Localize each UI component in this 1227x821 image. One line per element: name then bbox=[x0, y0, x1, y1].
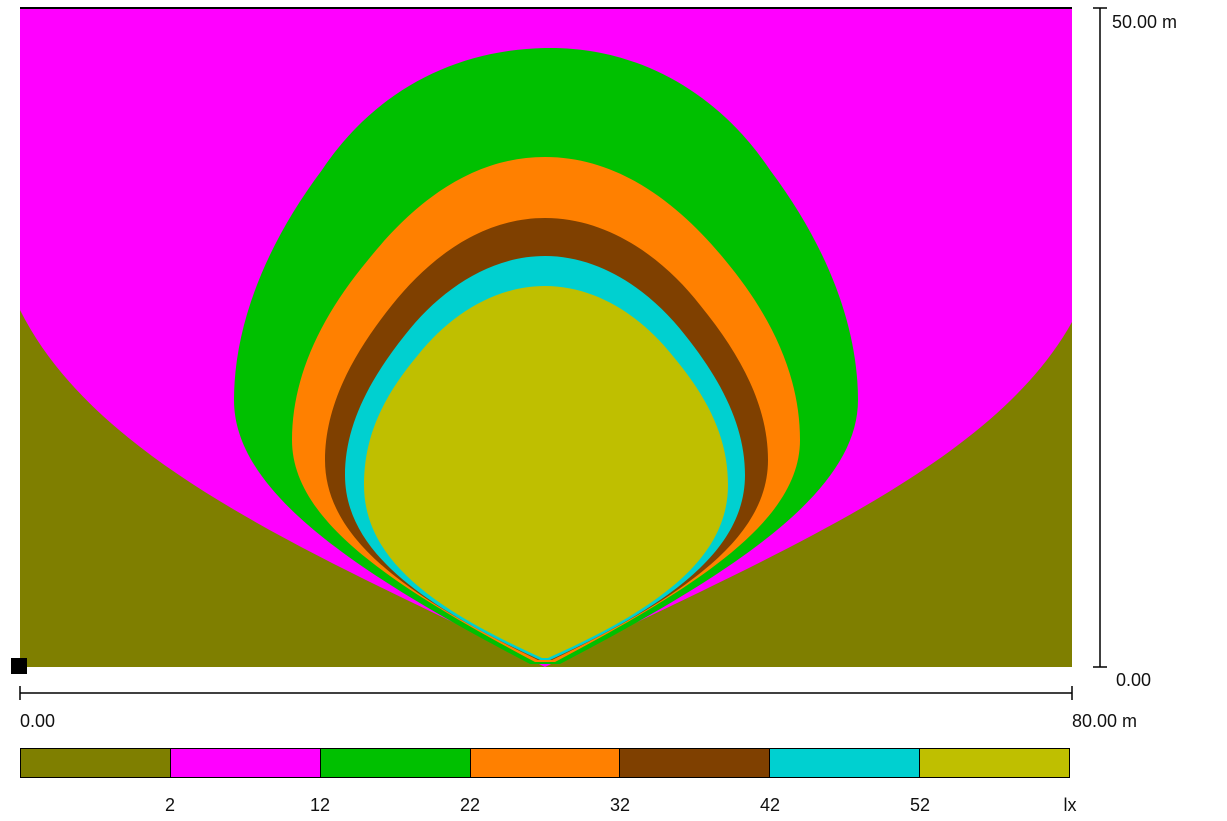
legend-swatch bbox=[320, 749, 471, 777]
legend-swatch bbox=[920, 749, 1070, 777]
legend-tick-label: 42 bbox=[759, 795, 781, 815]
legend-tick-label: 12 bbox=[309, 795, 331, 815]
legend-tick-label: 52 bbox=[909, 795, 931, 815]
legend-swatch bbox=[21, 749, 171, 777]
contour-band-above-52 bbox=[364, 286, 728, 658]
legend-tick-label: 22 bbox=[459, 795, 481, 815]
legend-tick-label: 32 bbox=[609, 795, 631, 815]
color-legend bbox=[20, 748, 1070, 778]
y-dimension-line bbox=[1093, 7, 1107, 668]
legend-unit-label: lx bbox=[1063, 795, 1077, 815]
origin-marker bbox=[11, 658, 27, 674]
legend-tick-label: 2 bbox=[164, 795, 176, 815]
legend-swatch bbox=[620, 749, 771, 777]
x-axis-max-label: 80.00 m bbox=[1072, 711, 1138, 731]
y-axis-max-label: 50.00 m bbox=[1112, 12, 1178, 32]
legend-swatch bbox=[470, 749, 621, 777]
x-axis-min-label: 0.00 bbox=[20, 711, 56, 731]
legend-swatch bbox=[170, 749, 321, 777]
y-axis-min-label: 0.00 bbox=[1116, 670, 1152, 690]
legend-swatch bbox=[770, 749, 921, 777]
x-dimension-line bbox=[19, 686, 1073, 700]
